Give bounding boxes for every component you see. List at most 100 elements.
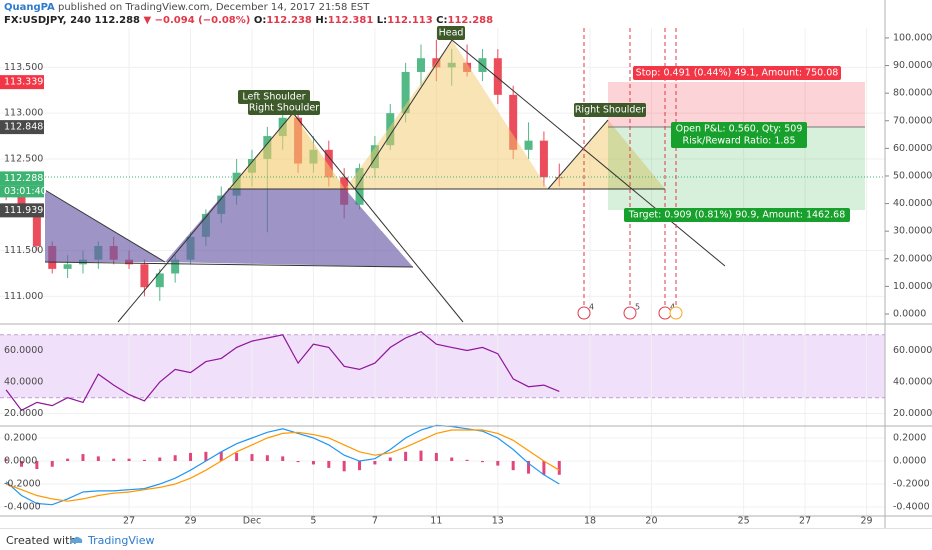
- l-label: L:: [376, 15, 388, 26]
- stop-zone: [608, 82, 865, 127]
- price-tag: 113.339: [4, 77, 43, 88]
- histogram-bar: [189, 452, 193, 461]
- price-tag-bg: [0, 171, 44, 186]
- event-icon: [669, 306, 683, 320]
- pattern-line: [44, 261, 414, 268]
- x-tick-label: 5: [310, 516, 316, 527]
- countdown: 03:01:40: [4, 186, 47, 197]
- histogram-bar: [50, 460, 54, 467]
- x-tick-label: 29: [184, 516, 196, 527]
- histogram-bar: [20, 460, 24, 467]
- stop-label: Stop: 0.491 (0.44%) 49.1, Amount: 750.08: [636, 68, 839, 79]
- y-tick-label-right: 0.0000: [893, 455, 926, 466]
- histogram-bar: [419, 450, 423, 461]
- h-value: 112.381: [327, 15, 374, 26]
- symbol: FX:USDJPY, 240: [4, 15, 91, 26]
- neckline-zone: [165, 189, 413, 267]
- histogram-bar: [450, 457, 454, 461]
- histogram-bar: [158, 457, 162, 461]
- o-value: 112.238: [266, 15, 312, 26]
- candle-body: [401, 71, 410, 114]
- candle-body: [32, 209, 41, 246]
- candle-body: [324, 149, 333, 178]
- open-pl-box: [671, 122, 807, 148]
- published: published on TradingView.com, December 1…: [57, 2, 370, 13]
- y2-tick-label: 60.0000: [893, 143, 932, 154]
- price-tag-bg: [0, 120, 44, 135]
- histogram-bar: [404, 451, 408, 461]
- countdown-bg: [0, 185, 44, 198]
- y-tick-label: 20.0000: [4, 408, 43, 419]
- y-tick-label: 111.000: [4, 291, 43, 302]
- series-line: [5, 331, 560, 412]
- candle-body: [171, 259, 180, 274]
- y-tick-label: 113.500: [4, 62, 43, 73]
- open-pl: Open P&L: 0.560, Qty: 509: [676, 124, 803, 135]
- candle-body: [155, 273, 164, 288]
- y-tick-label-right: 40.0000: [893, 377, 932, 388]
- candle-body: [17, 191, 26, 210]
- histogram-bar: [511, 460, 515, 471]
- o-label: O:: [253, 15, 267, 26]
- head-label-box: [437, 26, 465, 40]
- pattern-line: [292, 112, 464, 323]
- histogram-bar: [112, 458, 116, 461]
- left-shoulder-zone: [228, 113, 345, 189]
- histogram-bar: [81, 454, 85, 461]
- left-shoulder-label-box: [238, 90, 310, 104]
- histogram-bar: [311, 460, 315, 465]
- y-tick-label: 111.500: [4, 245, 43, 256]
- x-tick-label: 29: [861, 516, 873, 527]
- right-shoulder-zone: [548, 120, 665, 189]
- histogram-bar: [4, 458, 8, 461]
- y-tick-label: -0.4000: [4, 501, 41, 512]
- y2-tick-label: 40.0000: [893, 198, 932, 209]
- x-tick-label: 20: [645, 516, 657, 527]
- histogram-bar: [265, 455, 269, 461]
- candle-body: [524, 140, 533, 150]
- risk-reward: Risk/Reward Ratio: 1.85: [682, 136, 795, 147]
- candle-body: [78, 259, 87, 265]
- footer: Created with TradingView: [0, 528, 932, 550]
- histogram-bar: [542, 460, 546, 475]
- right-shoulder-label: Right Shoulder: [575, 105, 645, 116]
- candle-body: [416, 58, 425, 72]
- y-tick-label: 0.2000: [4, 432, 37, 443]
- candle-body: [140, 264, 149, 288]
- created-with: Created with: [6, 534, 77, 547]
- x-tick-label: Dec: [243, 516, 261, 527]
- y-tick-label: 113.000: [4, 108, 43, 119]
- histogram-bar: [480, 460, 484, 463]
- histogram-bar: [250, 454, 254, 461]
- chart: 113.500 113.000 112.500 111.500 111.000 100.0…: [0, 0, 932, 528]
- y2-tick-label: 70.0000: [893, 115, 932, 126]
- brand[interactable]: TradingView: [88, 534, 155, 547]
- candle-body: [509, 94, 518, 150]
- y-tick-label: 60.0000: [4, 345, 43, 356]
- c-value: 112.288: [447, 15, 494, 26]
- pattern-line: [354, 39, 453, 190]
- author[interactable]: QuangPA: [4, 2, 55, 13]
- histogram-bar: [358, 460, 362, 471]
- histogram-bar: [465, 459, 469, 461]
- y2-tick-label: 30.0000: [893, 226, 932, 237]
- y2-tick-label: 20.0000: [893, 253, 932, 264]
- y2-tick-label: 100.0000: [893, 32, 932, 43]
- histogram-bar: [235, 452, 239, 461]
- histogram-bar: [173, 455, 177, 461]
- event-icon: [623, 306, 637, 320]
- y-tick-label: -0.2000: [4, 478, 41, 489]
- y-tick-label: 0.0000: [4, 455, 37, 466]
- series-line: [5, 424, 560, 506]
- histogram-bar: [281, 456, 285, 461]
- y2-tick-label: 80.0000: [893, 88, 932, 99]
- c-label: C:: [436, 15, 448, 26]
- target-label: Target: 0.909 (0.81%) 90.9, Amount: 1462…: [628, 210, 845, 221]
- y-tick-label: 112.500: [4, 153, 43, 164]
- price-tag-bg: [0, 75, 44, 90]
- event-count: 4: [670, 303, 675, 312]
- histogram-bar: [296, 460, 300, 463]
- histogram-bar: [496, 460, 500, 466]
